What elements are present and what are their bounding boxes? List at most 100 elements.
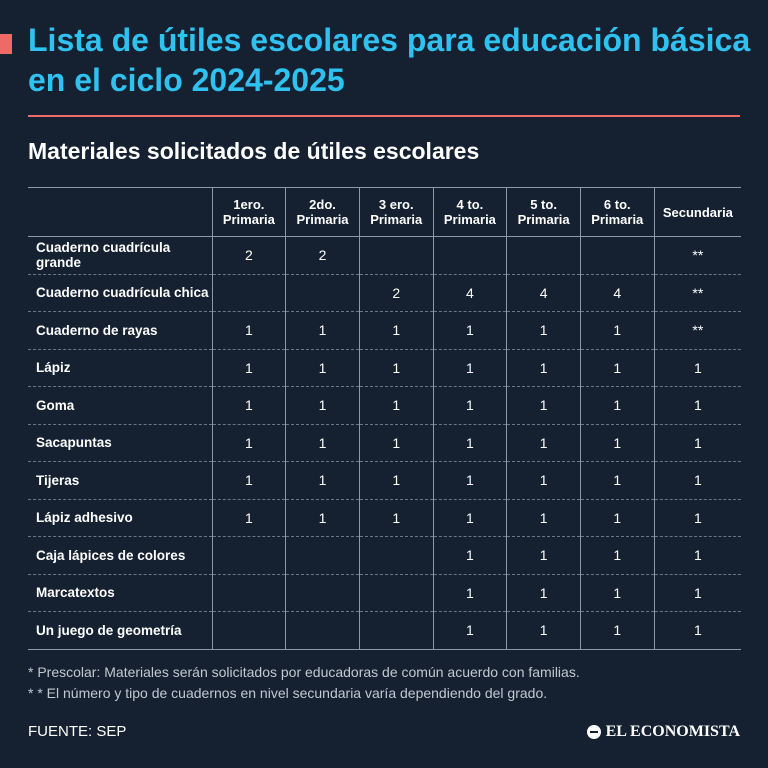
quantity-cell xyxy=(285,274,360,312)
table-row: Sacapuntas 1 1 1 1 1 1 1 xyxy=(28,424,742,462)
table-row: Un juego de geometría 1 1 1 1 xyxy=(28,611,742,650)
quantity-cell: 1 xyxy=(579,386,655,425)
grade-header-line: Primaria xyxy=(591,212,644,227)
supply-item-name: Goma xyxy=(28,386,212,425)
grade-column-header: 1ero. Primaria xyxy=(211,187,286,237)
source-label: FUENTE: SEP xyxy=(28,723,127,740)
item-column-header xyxy=(28,187,212,237)
quantity-cell: 1 xyxy=(653,499,742,537)
quantity-cell: 1 xyxy=(653,574,742,612)
quantity-cell: 1 xyxy=(211,461,286,500)
quantity-cell xyxy=(506,236,581,275)
page-title: Lista de útiles escolares para educación… xyxy=(28,22,751,98)
supply-item-name: Cuaderno cuadrícula chica xyxy=(28,274,212,312)
quantity-cell: 4 xyxy=(506,274,581,312)
table-row: Goma 1 1 1 1 1 1 1 xyxy=(28,386,742,425)
quantity-cell: 1 xyxy=(432,424,507,462)
grade-header-line: Primaria xyxy=(370,212,423,227)
quantity-cell: 1 xyxy=(653,461,742,500)
quantity-cell: 1 xyxy=(358,499,434,537)
quantity-cell: 1 xyxy=(506,536,581,575)
supply-item-name: Lápiz adhesivo xyxy=(28,499,212,537)
quantity-cell: 1 xyxy=(506,424,581,462)
quantity-cell: 1 xyxy=(432,499,507,537)
quantity-cell: 1 xyxy=(211,386,286,425)
quantity-cell: 1 xyxy=(432,349,507,387)
quantity-cell: 4 xyxy=(432,274,507,312)
supply-item-name: Lápiz xyxy=(28,349,212,387)
grade-header-line: Primaria xyxy=(517,212,570,227)
quantity-cell xyxy=(285,574,360,612)
quantity-cell: 1 xyxy=(432,461,507,500)
quantity-cell: 1 xyxy=(506,574,581,612)
footnote-secondary: * * El número y tipo de cuadernos en niv… xyxy=(28,685,548,701)
grade-column-header: 3 ero. Primaria xyxy=(358,187,434,237)
quantity-cell: 1 xyxy=(432,574,507,612)
quantity-cell: 1 xyxy=(211,349,286,387)
table-body: Cuaderno cuadrícula grande 2 2 ** Cuaderno c… xyxy=(28,236,742,650)
quantity-cell: 1 xyxy=(432,311,507,350)
table-row: Cuaderno cuadrícula chica 2 4 4 4 ** xyxy=(28,274,742,312)
grade-header-line: 5 to. xyxy=(530,197,557,212)
quantity-cell: 1 xyxy=(358,424,434,462)
supply-item-name: Un juego de geometría xyxy=(28,611,212,650)
table-row: Marcatextos 1 1 1 1 xyxy=(28,574,742,612)
table-row: Lápiz 1 1 1 1 1 1 1 xyxy=(28,349,742,387)
quantity-cell xyxy=(358,574,434,612)
quantity-cell xyxy=(211,536,286,575)
quantity-cell: 1 xyxy=(653,611,742,650)
grade-header-line: 2do. xyxy=(309,197,336,212)
quantity-cell: 1 xyxy=(506,386,581,425)
quantity-cell: 1 xyxy=(285,424,360,462)
supply-item-name: Tijeras xyxy=(28,461,212,500)
quantity-cell xyxy=(358,536,434,575)
quantity-cell: ** xyxy=(653,274,742,312)
quantity-cell: 1 xyxy=(579,424,655,462)
quantity-cell: 1 xyxy=(285,311,360,350)
title-divider xyxy=(28,115,740,117)
quantity-cell xyxy=(285,536,360,575)
supply-item-name: Sacapuntas xyxy=(28,424,212,462)
table-row: Tijeras 1 1 1 1 1 1 1 xyxy=(28,461,742,500)
quantity-cell: 1 xyxy=(653,536,742,575)
brand-name: EL ECONOMISTA xyxy=(605,723,740,740)
quantity-cell: 1 xyxy=(506,611,581,650)
quantity-cell: 2 xyxy=(211,236,286,275)
grade-column-header: 5 to. Primaria xyxy=(506,187,581,237)
supply-item-name: Marcatextos xyxy=(28,574,212,612)
quantity-cell: 1 xyxy=(432,386,507,425)
quantity-cell: 1 xyxy=(358,349,434,387)
quantity-cell: 1 xyxy=(432,611,507,650)
quantity-cell: 1 xyxy=(285,499,360,537)
quantity-cell: 1 xyxy=(579,536,655,575)
quantity-cell xyxy=(358,236,434,275)
table-row: Lápiz adhesivo 1 1 1 1 1 1 1 xyxy=(28,499,742,537)
supply-item-name: Cuaderno cuadrícula grande xyxy=(28,236,212,275)
brand-logo: EL ECONOMISTA xyxy=(586,722,740,742)
supply-item-name: Caja lápices de colores xyxy=(28,536,212,575)
quantity-cell: ** xyxy=(653,236,742,275)
grade-header-line: Primaria xyxy=(443,212,496,227)
quantity-cell xyxy=(579,236,655,275)
quantity-cell: 1 xyxy=(579,311,655,350)
quantity-cell xyxy=(211,611,286,650)
quantity-cell: 1 xyxy=(358,461,434,500)
quantity-cell xyxy=(211,274,286,312)
table-subtitle: Materiales solicitados de útiles escolar… xyxy=(28,138,480,164)
supplies-table: 1ero. Primaria 2do. Primaria 3 ero. Primaria 4… xyxy=(28,187,742,650)
quantity-cell: 2 xyxy=(285,236,360,275)
grade-column-header: 6 to. Primaria xyxy=(579,187,655,237)
table-row: Cuaderno de rayas 1 1 1 1 1 1 ** xyxy=(28,311,742,350)
quantity-cell: 1 xyxy=(506,349,581,387)
quantity-cell: 2 xyxy=(358,274,434,312)
quantity-cell: 1 xyxy=(211,311,286,350)
quantity-cell: 4 xyxy=(579,274,655,312)
supply-item-name: Cuaderno de rayas xyxy=(28,311,212,350)
grade-header-line: 3 ero. xyxy=(378,197,414,212)
grade-header-line: Secundaria xyxy=(662,204,733,220)
quantity-cell xyxy=(358,611,434,650)
grade-column-header: 2do. Primaria xyxy=(285,187,360,237)
grade-header-line: 6 to. xyxy=(603,197,631,212)
grade-header-line: 4 to. xyxy=(456,197,484,212)
quantity-cell xyxy=(285,611,360,650)
